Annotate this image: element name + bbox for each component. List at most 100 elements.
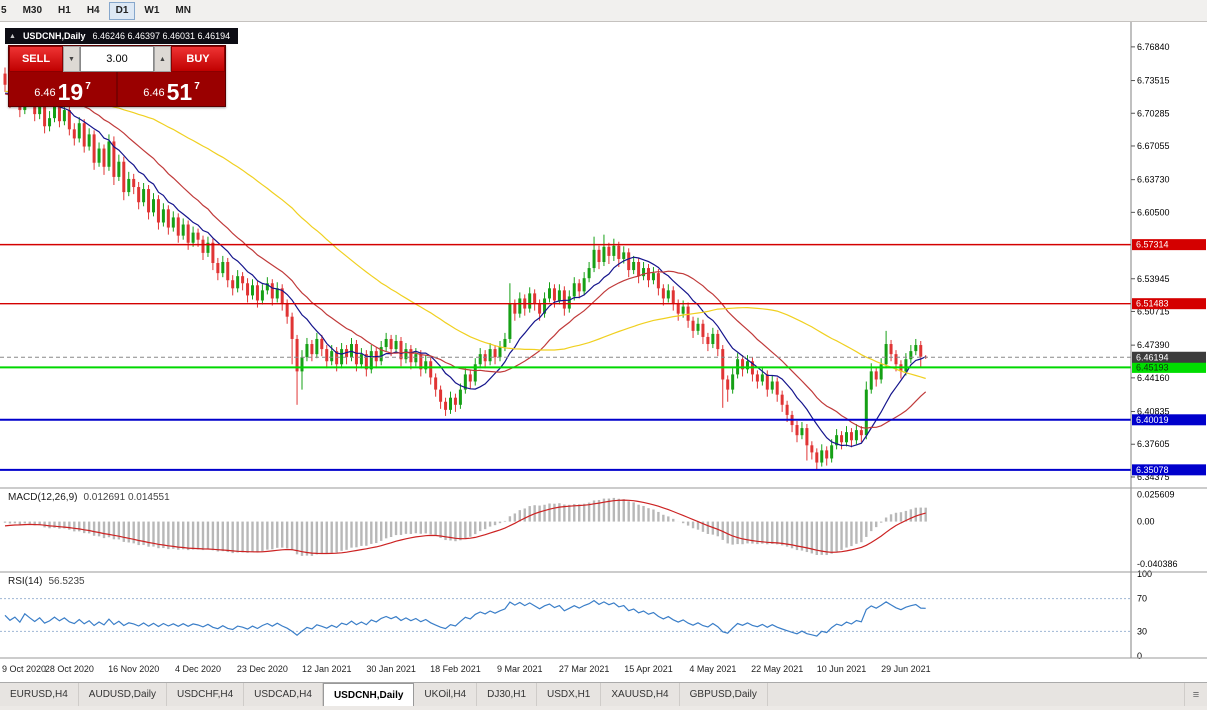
buy-price[interactable]: 6.46 51 7 [118, 72, 225, 106]
candle-body [43, 100, 47, 127]
candle-body [557, 290, 561, 301]
ma-line-10 [4, 90, 926, 448]
candle-body [132, 178, 136, 188]
candle-body [785, 404, 789, 415]
date-label: 23 Dec 2020 [237, 664, 288, 674]
chart-canvas[interactable]: 6.76840 6.73515 6.70285 6.67055 6.63730 6.605… [0, 22, 1207, 682]
candle-body [57, 103, 61, 122]
tab-usdchf-h4[interactable]: USDCHF,H4 [167, 683, 245, 706]
tab-usdcad-h4[interactable]: USDCAD,H4 [244, 683, 323, 706]
candle-body [889, 344, 893, 355]
buy-button[interactable]: BUY [171, 46, 225, 72]
timeframe-button-w1[interactable]: W1 [137, 2, 166, 20]
price-line-badge-bg [1132, 298, 1206, 310]
axis-tick-label: 6.70285 [1137, 108, 1170, 118]
timeframe-button-m30[interactable]: M30 [16, 2, 49, 20]
axis-tick-label: 6.63730 [1137, 175, 1170, 185]
rsi-indicator-label: RSI(14) 56.5235 [8, 576, 85, 587]
candle-body [473, 364, 477, 382]
price-line-badge: 6.57314 [1136, 240, 1169, 250]
candle-body [488, 349, 492, 362]
candle-body [815, 452, 819, 463]
sell-price[interactable]: 6.46 19 7 [9, 72, 116, 106]
tab-audusd-daily[interactable]: AUDUSD,Daily [79, 683, 168, 706]
candle-body [186, 224, 190, 243]
tab-eurusd-h4[interactable]: EURUSD,H4 [0, 683, 79, 706]
tab-ukoil-h4[interactable]: UKOil,H4 [414, 683, 478, 706]
price-line-badge: 6.40019 [1136, 415, 1169, 425]
timeframe-button-d1[interactable]: D1 [108, 1, 136, 20]
candle-body [156, 199, 160, 223]
tabbar-corner-button[interactable]: ≡ [1184, 683, 1207, 706]
timeframe-button-mn[interactable]: MN [168, 2, 198, 20]
candle-body [295, 338, 299, 372]
candle-body [87, 134, 91, 147]
tab-dj30-h1[interactable]: DJ30,H1 [477, 683, 538, 706]
candle-body [102, 148, 106, 167]
chart-title: ▲ USDCNH,Daily 6.46246 6.46397 6.46031 6… [5, 28, 239, 44]
axis-tick-label: 6.53945 [1137, 274, 1170, 284]
chart-window: 6.76840 6.73515 6.70285 6.67055 6.63730 6.605… [0, 22, 1207, 682]
rsi-line [4, 599, 926, 637]
date-label: 4 May 2021 [689, 664, 736, 674]
candle-body [350, 344, 353, 358]
current-price-badge: 6.46194 [1136, 352, 1169, 362]
candle-body [320, 338, 324, 350]
candle-body [92, 134, 96, 163]
trade-prices-row: 6.46 19 7 6.46 51 7 [9, 72, 225, 106]
candle-body [458, 389, 462, 405]
date-label: 27 Mar 2021 [559, 664, 610, 674]
macd-name: MACD(12,26,9) [8, 492, 78, 503]
candle-body [181, 224, 185, 236]
candle-body [854, 430, 858, 441]
candle-body [176, 217, 180, 236]
candle-body [3, 73, 7, 85]
timeframe-button-5[interactable]: 5 [0, 2, 14, 20]
axis-tick-label: 6.60500 [1137, 207, 1170, 217]
candle-body [196, 232, 200, 240]
candle-body [419, 354, 423, 370]
candle-body [478, 354, 482, 365]
candle-body [513, 303, 517, 314]
tab-xauusd-h4[interactable]: XAUUSD,H4 [601, 683, 680, 706]
timeframe-button-h1[interactable]: H1 [51, 2, 78, 20]
candle-body [543, 298, 547, 314]
volume-input[interactable] [80, 46, 154, 72]
candle-body [577, 283, 581, 292]
tab-gbpusd-daily[interactable]: GBPUSD,Daily [680, 683, 768, 706]
candle-body [231, 280, 235, 289]
timeframe-button-h4[interactable]: H4 [80, 2, 107, 20]
candle-body [206, 242, 210, 253]
candle-body [246, 283, 250, 296]
price-axis[interactable]: 6.76840 6.73515 6.70285 6.67055 6.63730 6.605… [1130, 22, 1206, 661]
candle-body [152, 199, 155, 213]
candle-body [310, 344, 314, 355]
price-line-badge: 6.51483 [1136, 299, 1169, 309]
tab-usdcnh-daily[interactable]: USDCNH,Daily [322, 683, 415, 706]
rsi-axis-label: 30 [1137, 626, 1147, 636]
candle-body [404, 349, 408, 360]
rsi-value: 56.5235 [48, 576, 85, 587]
volume-decrease-button[interactable]: ▼ [63, 46, 80, 72]
tab-usdx-h1[interactable]: USDX,H1 [537, 683, 602, 706]
volume-increase-button[interactable]: ▲ [154, 46, 171, 72]
candle-body [879, 364, 883, 380]
candle-body [528, 293, 532, 309]
candle-body [161, 209, 165, 223]
rsi-panel [0, 598, 1131, 637]
candle-body [548, 288, 551, 299]
date-label: 4 Dec 2020 [175, 664, 221, 674]
candle-body [622, 252, 626, 259]
candle-body [270, 283, 274, 299]
date-label: 10 Jun 2021 [817, 664, 867, 674]
candle-body [567, 296, 571, 309]
one-click-toggle-icon[interactable]: ▲ [9, 32, 16, 40]
one-click-trading-panel: SELL ▼ ▲ BUY 6.46 19 7 6.46 51 7 [8, 45, 226, 107]
sell-button[interactable]: SELL [9, 46, 63, 72]
candle-body [359, 354, 363, 365]
sell-price-sup: 7 [85, 81, 91, 92]
axis-tick-label: 6.47390 [1137, 340, 1170, 350]
candle-body [671, 290, 675, 304]
candle-body [894, 354, 898, 365]
